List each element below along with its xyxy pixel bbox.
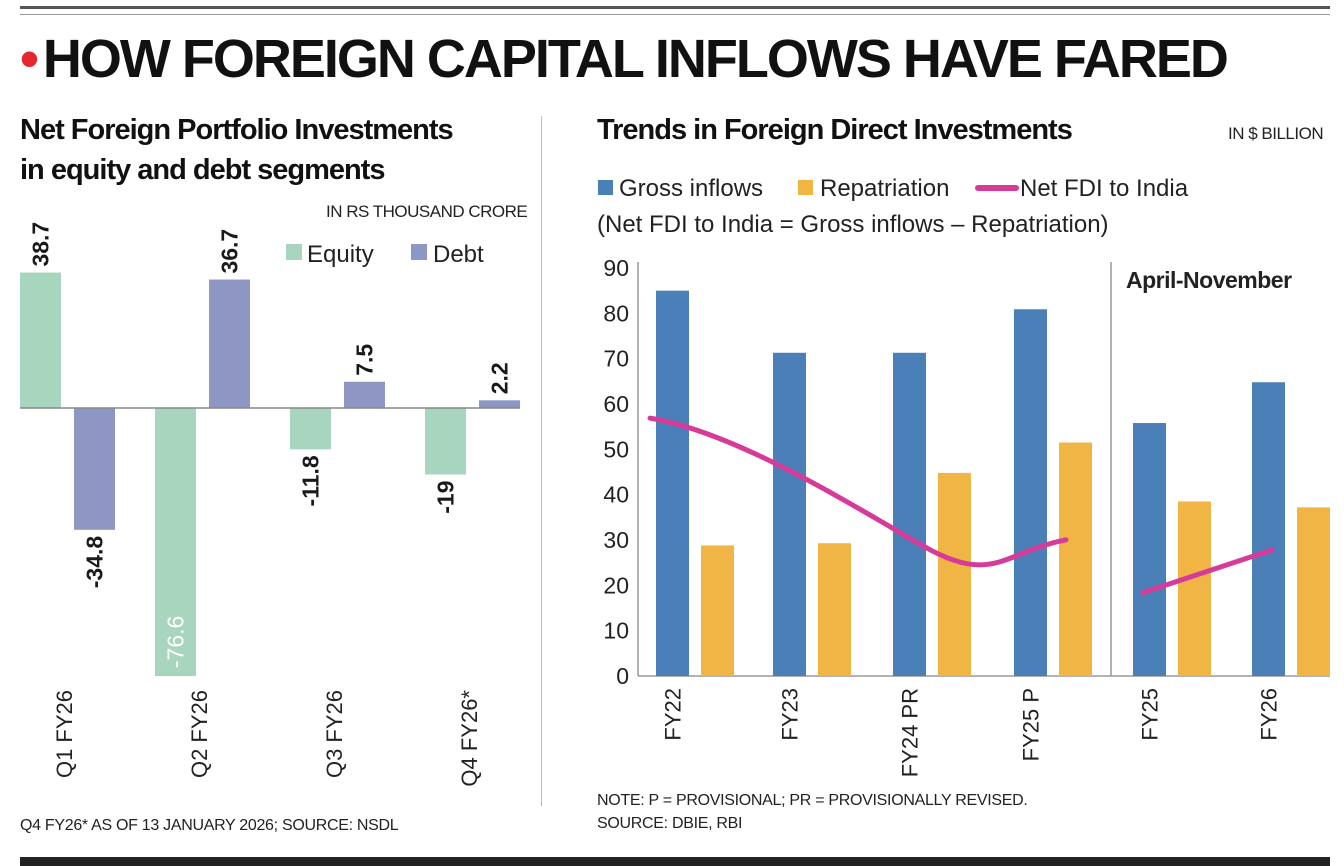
fdi-bar-gross-fy25 bbox=[1133, 423, 1166, 676]
legend-label-debt: Debt bbox=[433, 241, 484, 268]
fpi-bar-equity-q3-fy26 bbox=[290, 408, 331, 450]
fpi-category-label: Q4 FY26* bbox=[457, 690, 482, 787]
headline: • HOW FOREIGN CAPITAL INFLOWS HAVE FARED bbox=[20, 24, 1229, 94]
legend-swatch-debt bbox=[411, 244, 427, 260]
fdi-category-label: FY24 PR bbox=[898, 688, 923, 777]
fpi-value-label: -34.8 bbox=[82, 536, 108, 589]
fdi-bar-repatriation-fy24-pr bbox=[938, 472, 971, 676]
fpi-bar-debt-q1-fy26 bbox=[74, 408, 115, 530]
fpi-value-label: -11.8 bbox=[298, 455, 324, 506]
fpi-title-line-1: Net Foreign Portfolio Investments bbox=[20, 114, 454, 146]
fdi-y-tick-label: 20 bbox=[603, 572, 629, 598]
legend-label-net-fdi: Net FDI to India bbox=[1020, 175, 1189, 202]
fdi-category-label: FY25 bbox=[1138, 688, 1163, 741]
fdi-bar-gross-fy23 bbox=[773, 352, 806, 676]
fpi-bar-debt-q2-fy26 bbox=[209, 279, 250, 408]
fdi-category-label: FY26 bbox=[1257, 688, 1282, 741]
fdi-subtitle: (Net FDI to India = Gross inflows – Repa… bbox=[597, 211, 1109, 238]
fdi-bar-gross-fy26 bbox=[1252, 382, 1285, 676]
fdi-bar-gross-fy24-pr bbox=[893, 352, 926, 676]
fdi-title: Trends in Foreign Direct Investments bbox=[597, 114, 1073, 146]
fpi-chart: Equity Debt 38.7 -34.8 Q1 FY26 -76.6 36.7 Q2 FY… bbox=[20, 222, 520, 787]
fdi-y-tick-label: 90 bbox=[603, 255, 629, 281]
fdi-note-line-1: NOTE: P = PROVISIONAL; PR = PROVISIONALL… bbox=[597, 792, 1028, 809]
fpi-value-label: 7.5 bbox=[352, 344, 378, 376]
fpi-unit-label: IN RS THOUSAND CRORE bbox=[326, 202, 528, 221]
fpi-bar-equity-q4-fy26 bbox=[425, 408, 466, 475]
legend-swatch-repatriation bbox=[798, 180, 813, 195]
legend-label-gross-inflows: Gross inflows bbox=[619, 175, 763, 202]
fdi-y-tick-label: 30 bbox=[603, 527, 629, 553]
fdi-unit-label: IN $ BILLION bbox=[1228, 124, 1324, 143]
fdi-note-line-2: SOURCE: DBIE, RBI bbox=[597, 815, 743, 832]
fpi-category-label: Q3 FY26 bbox=[322, 690, 347, 778]
fdi-category-label: FY22 bbox=[661, 688, 686, 741]
fdi-bar-repatriation-fy22 bbox=[701, 545, 734, 676]
fdi-category-label: FY23 bbox=[778, 688, 803, 741]
fdi-y-tick-label: 50 bbox=[603, 436, 629, 462]
fpi-category-label: Q2 FY26 bbox=[187, 690, 212, 778]
fpi-title-line-2: in equity and debt segments bbox=[20, 154, 386, 186]
panel-divider bbox=[541, 116, 542, 806]
fpi-bar-equity-q2-fy26 bbox=[155, 408, 196, 677]
fpi-category-label: Q1 FY26 bbox=[52, 690, 77, 778]
fpi-value-label: 38.7 bbox=[28, 222, 54, 267]
fdi-net-line-full-year bbox=[647, 415, 1069, 568]
fdi-category-label: FY25 P bbox=[1019, 688, 1044, 761]
fpi-value-label: -19 bbox=[433, 481, 459, 514]
fpi-bar-debt-q3-fy26 bbox=[344, 381, 385, 408]
fdi-bar-repatriation-fy25 bbox=[1178, 501, 1211, 676]
legend-label-repatriation: Repatriation bbox=[820, 175, 949, 202]
legend-swatch-gross-inflows bbox=[598, 180, 613, 195]
fdi-bar-repatriation-fy23 bbox=[818, 543, 851, 676]
fdi-y-tick-label: 0 bbox=[616, 663, 629, 689]
fdi-y-tick-label: 70 bbox=[603, 346, 629, 372]
bullet-dot: • bbox=[20, 29, 39, 89]
fdi-net-line-apr-nov bbox=[1140, 547, 1275, 596]
fpi-value-label: 2.2 bbox=[487, 362, 513, 394]
fdi-bar-repatriation-fy25-p bbox=[1059, 442, 1092, 676]
fpi-bar-equity-q1-fy26 bbox=[20, 272, 61, 408]
legend-swatch-equity bbox=[286, 244, 302, 260]
fpi-note: Q4 FY26* AS OF 13 JANUARY 2026; SOURCE: … bbox=[20, 817, 399, 834]
fpi-bar-debt-q4-fy26 bbox=[479, 400, 520, 408]
fpi-value-label: 36.7 bbox=[217, 229, 243, 274]
fdi-y-tick-label: 40 bbox=[603, 482, 629, 508]
top-rule-thin bbox=[20, 14, 1330, 15]
period-label: April-November bbox=[1126, 267, 1292, 293]
fdi-y-tick-label: 60 bbox=[603, 391, 629, 417]
legend-label-equity: Equity bbox=[307, 241, 374, 268]
top-rule bbox=[20, 6, 1330, 9]
bottom-bar bbox=[20, 857, 1330, 866]
headline-text: HOW FOREIGN CAPITAL INFLOWS HAVE FARED bbox=[42, 29, 1229, 89]
fdi-bar-gross-fy22 bbox=[656, 290, 689, 676]
fdi-y-tick-label: 10 bbox=[603, 618, 629, 644]
fdi-bar-gross-fy25-p bbox=[1014, 309, 1047, 676]
fdi-bar-repatriation-fy26 bbox=[1297, 507, 1330, 676]
fpi-value-label: -76.6 bbox=[163, 616, 189, 668]
fdi-y-tick-label: 80 bbox=[603, 300, 629, 326]
